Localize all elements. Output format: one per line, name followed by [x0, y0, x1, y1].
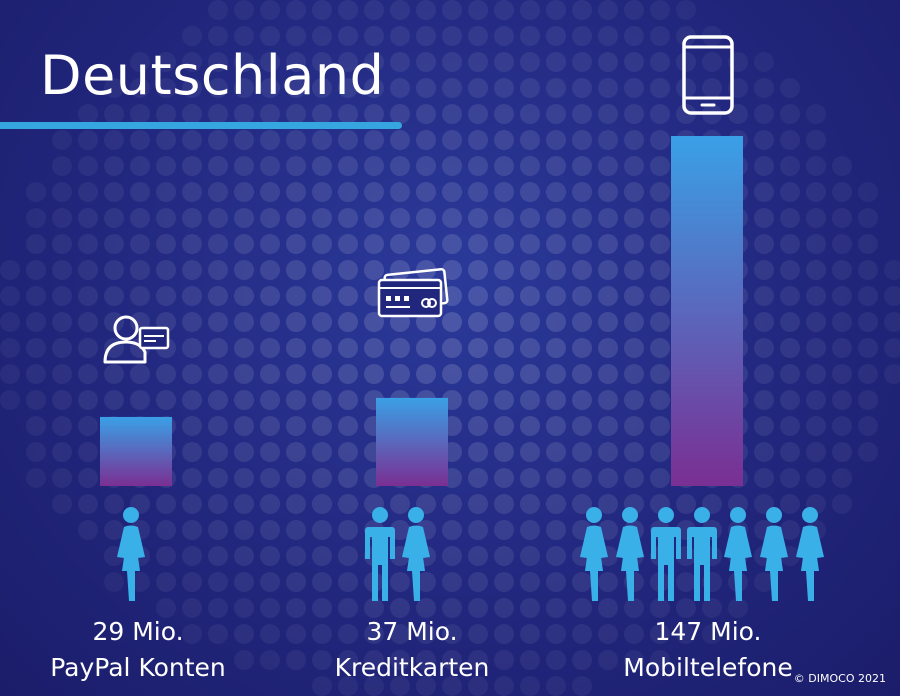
category-label-mobiltelefone: 147 Mio. Mobiltelefone [588, 614, 828, 686]
male-person-icon [651, 507, 681, 601]
bar-kreditkarten [376, 397, 448, 486]
category-name: PayPal Konten [50, 653, 226, 682]
person-card-icon [103, 315, 170, 364]
female-person-icon [402, 507, 430, 601]
male-person-icon [687, 507, 717, 601]
category-name: Kreditkarten [334, 653, 490, 682]
category-label-paypal: 29 Mio. PayPal Konten [18, 614, 258, 686]
people-pictogram-group [576, 505, 828, 603]
female-person-icon [616, 507, 644, 601]
female-person-icon [760, 507, 788, 601]
copyright-note: © DIMOCO 2021 [793, 672, 886, 685]
male-person-icon [365, 507, 395, 601]
bar-mobiltelefone [671, 136, 743, 486]
category-name: Mobiltelefone [623, 653, 793, 682]
female-person-icon [580, 507, 608, 601]
female-person-icon [117, 507, 145, 601]
bar-paypal-konten [100, 416, 172, 486]
smartphone-icon [682, 35, 734, 115]
female-person-icon [724, 507, 752, 601]
value-label: 37 Mio. [366, 617, 458, 646]
category-label-kreditkarten: 37 Mio. Kreditkarten [292, 614, 532, 686]
female-person-icon [796, 507, 824, 601]
credit-cards-icon [377, 268, 449, 318]
value-label: 29 Mio. [92, 617, 184, 646]
value-label: 147 Mio. [654, 617, 762, 646]
people-pictogram-group [113, 505, 149, 603]
page-title: Deutschland [40, 44, 385, 107]
people-pictogram-group [362, 505, 434, 603]
title-underline [0, 122, 402, 129]
